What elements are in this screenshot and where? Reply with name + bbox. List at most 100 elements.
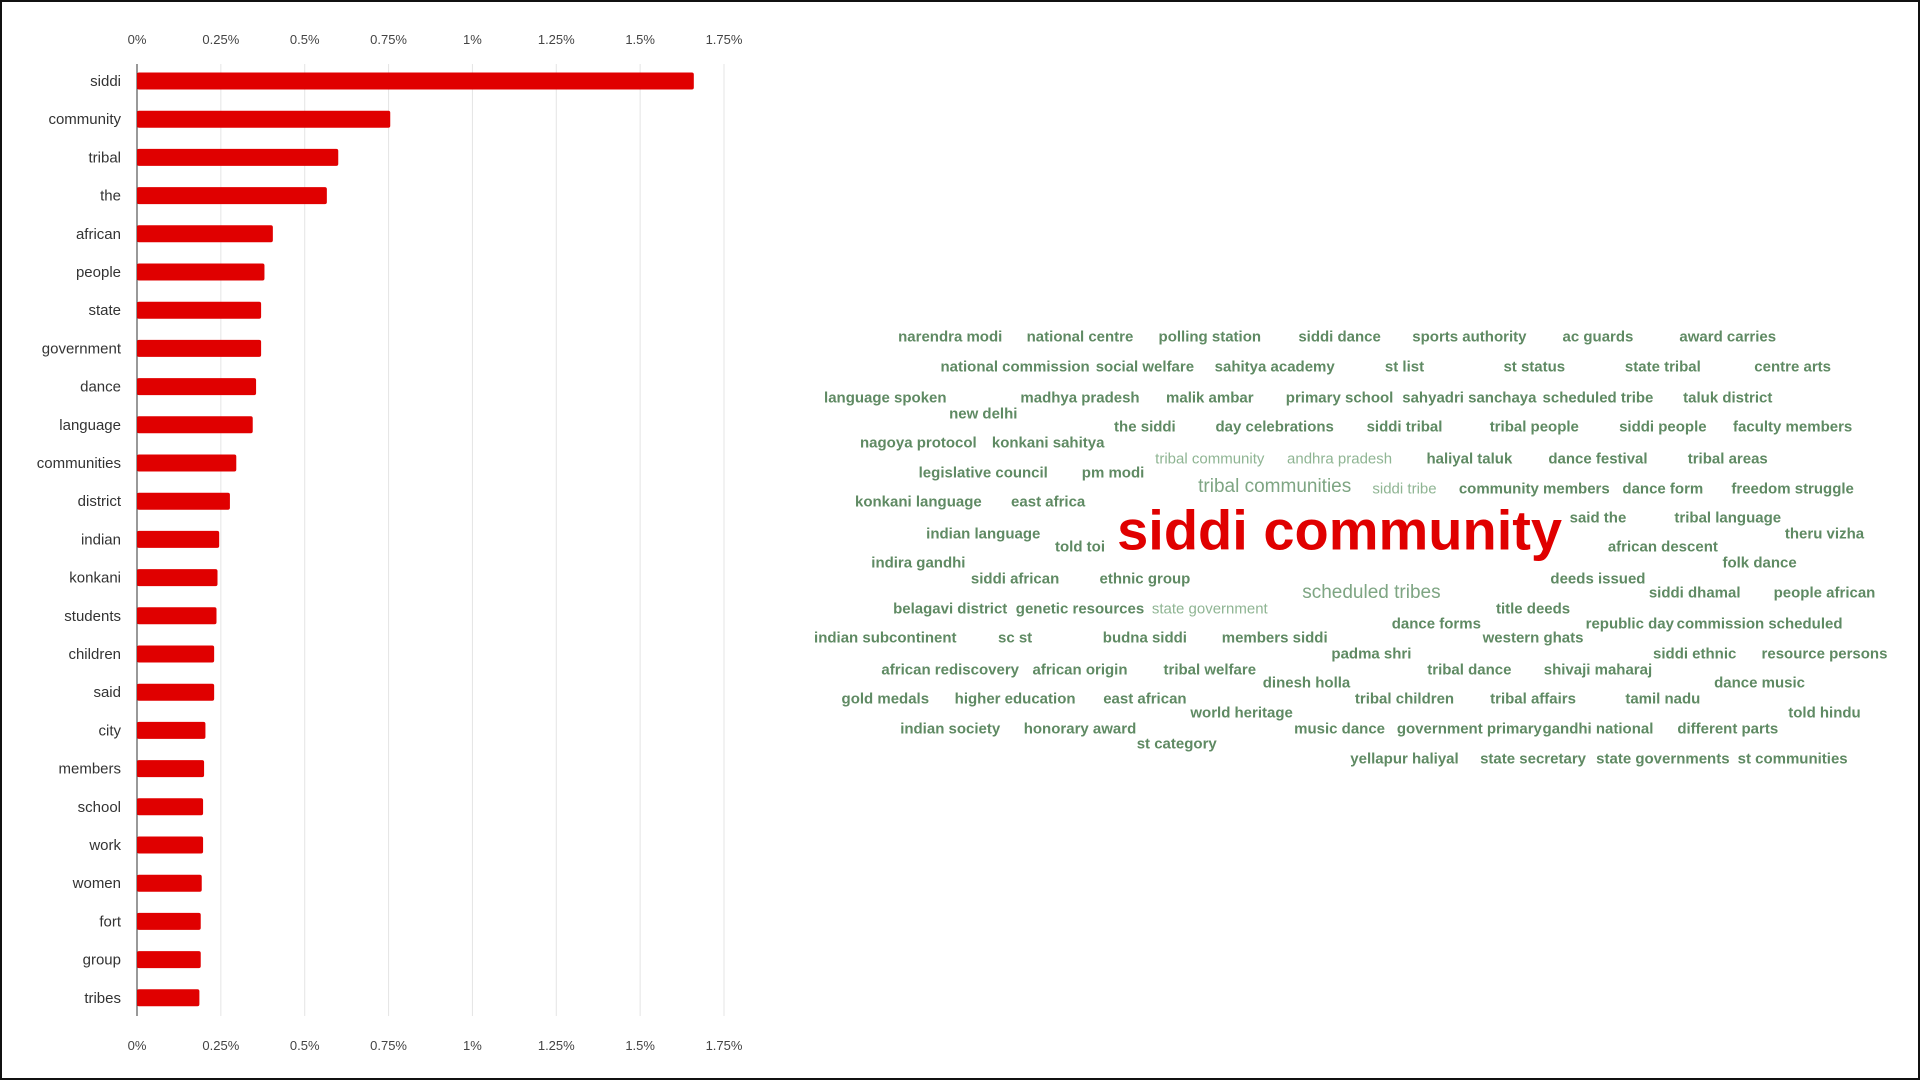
x-tick-label: 0.5% <box>290 32 320 47</box>
cloud-word: state government <box>1151 600 1268 618</box>
category-label: district <box>78 493 122 510</box>
cloud-word: ac guards <box>1562 328 1634 346</box>
cloud-word: state secretary <box>1480 750 1587 768</box>
cloud-word: siddi ethnic <box>1653 645 1737 663</box>
category-label: students <box>64 608 121 625</box>
cloud-word: new delhi <box>949 405 1018 423</box>
bar-tribal <box>137 148 339 166</box>
cloud-word: sports authority <box>1412 328 1527 346</box>
bar-said <box>137 683 215 701</box>
category-label: tribal <box>88 149 121 166</box>
category-label: fort <box>99 913 122 930</box>
category-label: children <box>68 646 121 663</box>
bar-siddi <box>137 72 694 90</box>
cloud-word: malik ambar <box>1166 389 1254 407</box>
cloud-word: siddi african <box>970 570 1060 588</box>
cloud-word: told toi <box>1055 538 1105 556</box>
cloud-word: gandhi national <box>1542 720 1654 738</box>
cloud-word: ethnic group <box>1099 570 1191 588</box>
category-label: people <box>76 264 121 281</box>
cloud-word: faculty members <box>1733 418 1853 436</box>
category-label: community <box>48 111 121 128</box>
bar-children <box>137 645 215 663</box>
cloud-word: national centre <box>1026 328 1134 346</box>
x-tick-label: 0.25% <box>202 1038 239 1053</box>
cloud-word: day celebrations <box>1215 418 1334 436</box>
cloud-word: world heritage <box>1190 704 1293 722</box>
cloud-word: madhya pradesh <box>1020 389 1140 407</box>
x-tick-label: 1.25% <box>538 1038 575 1053</box>
bar-chart: 0% 0% 0.25% 0.25% 0.5% 0.5% 0.75% 0.75% 1% 1% 1.25… <box>37 32 743 1053</box>
cloud-word: tribal community <box>1155 450 1265 468</box>
cloud-word: tribal welfare <box>1163 661 1257 679</box>
category-label: language <box>59 417 121 434</box>
cloud-word: dance festival <box>1548 450 1648 468</box>
cloud-word: members siddi <box>1221 629 1328 647</box>
cloud-word: belagavi district <box>893 600 1008 618</box>
cloud-word: freedom struggle <box>1731 480 1854 498</box>
cloud-word: pm modi <box>1081 464 1145 482</box>
cloud-word: nagoya protocol <box>860 434 977 452</box>
x-tick-label: 1.5% <box>625 32 655 47</box>
bar-school <box>137 798 204 816</box>
cloud-word: dance form <box>1622 480 1704 498</box>
x-tick-label: 1.25% <box>538 32 575 47</box>
cloud-word: state tribal <box>1624 358 1701 376</box>
cloud-word: people african <box>1773 584 1876 602</box>
bar-city <box>137 721 206 739</box>
cloud-word: tribal children <box>1354 690 1455 708</box>
cloud-word: community members <box>1458 480 1610 498</box>
x-tick-label: 1% <box>463 32 482 47</box>
cloud-word: said the <box>1569 509 1627 527</box>
category-label: women <box>72 875 121 892</box>
x-tick-label: 0.75% <box>370 32 407 47</box>
cloud-word: polling station <box>1158 328 1262 346</box>
category-label: indian <box>81 531 121 548</box>
bar-konkani <box>137 569 218 587</box>
bar-students <box>137 607 217 625</box>
bar-group <box>137 951 201 969</box>
category-label: communities <box>37 455 121 472</box>
cloud-word: gold medals <box>841 690 930 708</box>
cloud-word: taluk district <box>1683 389 1773 407</box>
bar-work <box>137 836 204 854</box>
x-tick-label: 0.75% <box>370 1038 407 1053</box>
cloud-word: siddi dance <box>1298 328 1381 346</box>
cloud-word: siddi tribal <box>1366 418 1443 436</box>
cloud-word: indian language <box>926 525 1041 543</box>
cloud-word: indian subcontinent <box>814 629 957 647</box>
cloud-word: national commission <box>940 358 1090 376</box>
cloud-word: deeds issued <box>1550 570 1646 588</box>
cloud-word: haliyal taluk <box>1426 450 1513 468</box>
x-tick-label: 0% <box>128 32 147 47</box>
cloud-word: siddi community <box>1117 498 1563 562</box>
category-label: state <box>88 302 121 319</box>
cloud-word: indira gandhi <box>871 554 966 572</box>
cloud-word: different parts <box>1677 720 1779 738</box>
cloud-word: narendra modi <box>898 328 1003 346</box>
cloud-word: folk dance <box>1722 554 1797 572</box>
cloud-word: honorary award <box>1023 720 1137 738</box>
cloud-word: east african <box>1103 690 1187 708</box>
cloud-word: east africa <box>1011 493 1086 511</box>
cloud-word: higher education <box>954 690 1076 708</box>
cloud-word: tribal dance <box>1427 661 1512 679</box>
category-label: city <box>99 722 122 739</box>
cloud-word: western ghats <box>1482 629 1584 647</box>
cloud-word: st list <box>1384 358 1425 376</box>
cloud-word: tribal areas <box>1687 450 1768 468</box>
bar-tribes <box>137 989 200 1007</box>
cloud-word: theru vizha <box>1784 525 1865 543</box>
category-label: said <box>93 684 121 701</box>
bar-the <box>137 187 327 205</box>
category-label: the <box>100 188 121 205</box>
cloud-word: title deeds <box>1495 600 1571 618</box>
cloud-word: genetic resources <box>1015 600 1145 618</box>
cloud-word: tribal people <box>1489 418 1579 436</box>
category-label: siddi <box>90 73 121 90</box>
cloud-word: yellapur haliyal <box>1350 750 1459 768</box>
cloud-word: andhra pradesh <box>1287 450 1393 468</box>
cloud-word: dinesh holla <box>1262 674 1351 692</box>
x-tick-label: 0.5% <box>290 1038 320 1053</box>
